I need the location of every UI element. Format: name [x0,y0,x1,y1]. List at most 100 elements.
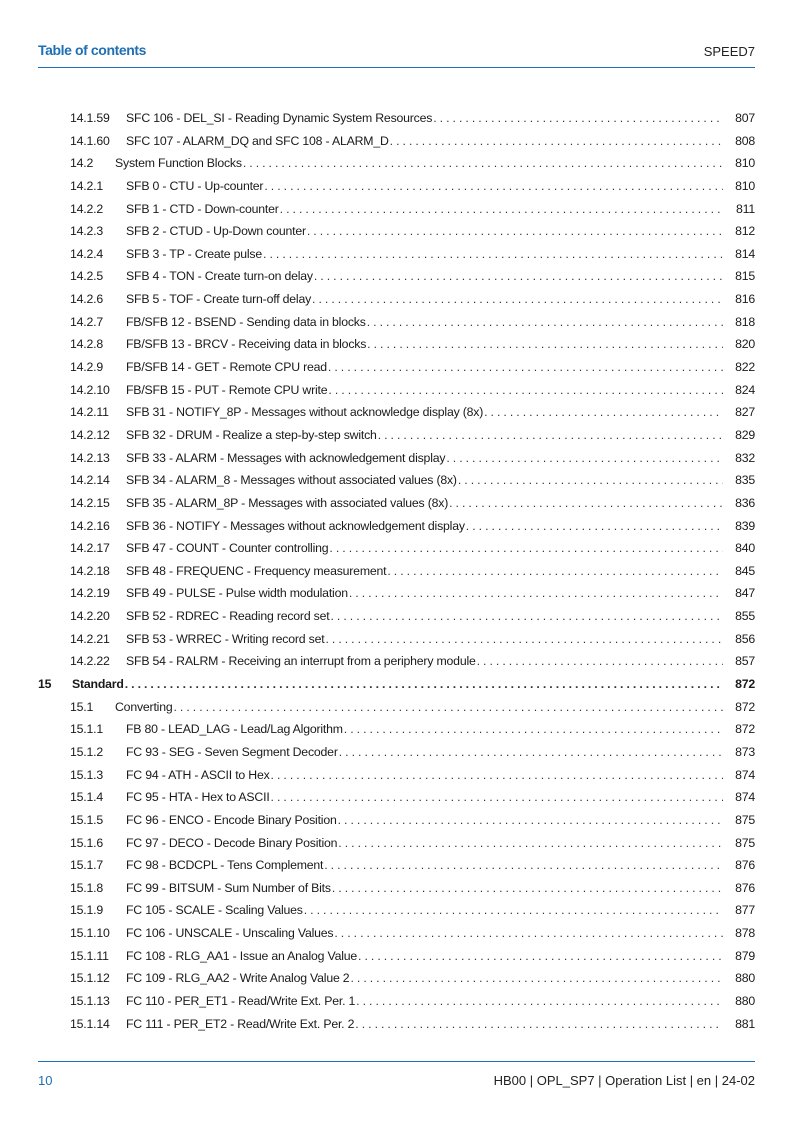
toc-entry[interactable]: 15.1.5 FC 96 - ENCO - Encode Binary Posit… [38,813,755,836]
toc-entry[interactable]: 14.1.59 SFC 106 - DEL_SI - Reading Dynami… [38,111,755,134]
toc-entry-page[interactable]: 845 [735,563,755,578]
toc-entry-title[interactable]: SFB 47 - COUNT - Counter controlling [126,541,329,556]
toc-entry-title[interactable]: SFB 49 - PULSE - Pulse width modulation [126,586,348,601]
toc-entry[interactable]: 14.1.60 SFC 107 - ALARM_DQ and SFC 108 - … [38,134,755,157]
toc-entry-title[interactable]: SFB 0 - CTU - Up-counter [126,178,264,193]
toc-entry[interactable]: 14.2.4 SFB 3 - TP - Create pulse 814 [38,247,755,270]
toc-entry[interactable]: 14.2.16 SFB 36 - NOTIFY - Messages withou… [38,519,755,542]
toc-entry-title[interactable]: SFB 2 - CTUD - Up-Down counter [126,224,306,239]
toc-entry-page[interactable]: 874 [735,790,755,805]
toc-entry[interactable]: 15.1.13 FC 110 - PER_ET1 - Read/Write Ext… [38,994,755,1017]
toc-entry-page[interactable]: 810 [735,178,755,193]
toc-entry[interactable]: 14.2.15 SFB 35 - ALARM_8P - Messages with… [38,496,755,519]
toc-entry-page[interactable]: 875 [735,835,755,850]
toc-entry-title[interactable]: SFB 1 - CTD - Down-counter [126,201,279,216]
toc-entry-title[interactable]: FC 111 - PER_ET2 - Read/Write Ext. Per. … [126,1016,355,1031]
toc-entry-title[interactable]: SFB 36 - NOTIFY - Messages without ackno… [126,518,465,533]
toc-entry[interactable]: 15.1.11 FC 108 - RLG_AA1 - Issue an Analo… [38,949,755,972]
toc-entry[interactable]: 14.2.9 FB/SFB 14 - GET - Remote CPU read 8… [38,360,755,383]
toc-entry-title[interactable]: SFB 32 - DRUM - Realize a step-by-step s… [126,427,377,442]
toc-entry-title[interactable]: FC 110 - PER_ET1 - Read/Write Ext. Per. … [126,993,356,1008]
toc-entry[interactable]: 15.1.3 FC 94 - ATH - ASCII to Hex 874 [38,768,755,791]
toc-entry[interactable]: 14.2.6 SFB 5 - TOF - Create turn-off dela… [38,292,755,315]
toc-entry[interactable]: 15.1.12 FC 109 - RLG_AA2 - Write Analog V… [38,971,755,994]
toc-entry[interactable]: 14.2.12 SFB 32 - DRUM - Realize a step-by… [38,428,755,451]
toc-entry-page[interactable]: 808 [735,133,755,148]
toc-entry-title[interactable]: SFB 31 - NOTIFY_8P - Messages without ac… [126,405,484,420]
toc-entry[interactable]: 14.2.20 SFB 52 - RDREC - Reading record s… [38,609,755,632]
toc-entry-title[interactable]: SFB 53 - WRREC - Writing record set [126,631,325,646]
toc-entry-page[interactable]: 876 [735,858,755,873]
toc-entry-title[interactable]: SFB 54 - RALRM - Receiving an interrupt … [126,654,476,669]
toc-entry-title[interactable]: FC 93 - SEG - Seven Segment Decoder [126,744,338,759]
toc-entry-title[interactable]: FC 97 - DECO - Decode Binary Position [126,835,338,850]
toc-entry[interactable]: 14.2.2 SFB 1 - CTD - Down-counter 811 [38,202,755,225]
toc-entry[interactable]: 14.2.19 SFB 49 - PULSE - Pulse width modu… [38,586,755,609]
toc-entry-title[interactable]: SFB 48 - FREQUENC - Frequency measuremen… [126,563,387,578]
toc-entry-page[interactable]: 818 [735,314,755,329]
toc-entry-page[interactable]: 814 [735,246,755,261]
toc-entry-page[interactable]: 829 [735,427,755,442]
toc-entry-page[interactable]: 872 [735,677,755,692]
toc-entry-page[interactable]: 857 [735,654,755,669]
toc-entry-title[interactable]: FC 99 - BITSUM - Sum Number of Bits [126,880,331,895]
toc-entry[interactable]: 14.2 System Function Blocks 810 [38,156,755,179]
toc-entry[interactable]: 14.2.1 SFB 0 - CTU - Up-counter 810 [38,179,755,202]
toc-entry-page[interactable]: 824 [735,382,755,397]
toc-entry-title[interactable]: Converting [115,699,173,714]
toc-entry[interactable]: 15.1.14 FC 111 - PER_ET2 - Read/Write Ext… [38,1017,755,1040]
toc-entry-page[interactable]: 856 [735,631,755,646]
toc-entry-page[interactable]: 879 [735,948,755,963]
toc-entry[interactable]: 14.2.10 FB/SFB 15 - PUT - Remote CPU writ… [38,383,755,406]
toc-entry-page[interactable]: 827 [735,405,755,420]
toc-entry[interactable]: 14.2.3 SFB 2 - CTUD - Up-Down counter 812 [38,224,755,247]
toc-entry-page[interactable]: 878 [735,926,755,941]
toc-entry[interactable]: 14.2.17 SFB 47 - COUNT - Counter controll… [38,541,755,564]
toc-entry[interactable]: 14.2.14 SFB 34 - ALARM_8 - Messages witho… [38,473,755,496]
toc-entry-title[interactable]: SFB 4 - TON - Create turn-on delay [126,269,313,284]
toc-entry[interactable]: 15.1.1 FB 80 - LEAD_LAG - Lead/Lag Algori… [38,722,755,745]
toc-entry-title[interactable]: SFC 107 - ALARM_DQ and SFC 108 - ALARM_D [126,133,389,148]
toc-entry-title[interactable]: SFC 106 - DEL_SI - Reading Dynamic Syste… [126,111,433,125]
toc-entry-title[interactable]: FC 108 - RLG_AA1 - Issue an Analog Value [126,948,358,963]
toc-entry-title[interactable]: SFB 5 - TOF - Create turn-off delay [126,292,312,307]
toc-entry-title[interactable]: FC 105 - SCALE - Scaling Values [126,903,303,918]
toc-entry-title[interactable]: FC 106 - UNSCALE - Unscaling Values [126,926,334,941]
toc-entry-page[interactable]: 855 [735,609,755,624]
toc-entry-page[interactable]: 847 [735,586,755,601]
toc-entry-page[interactable]: 873 [735,744,755,759]
toc-entry[interactable]: 14.2.18 SFB 48 - FREQUENC - Frequency mea… [38,564,755,587]
toc-entry-page[interactable]: 876 [735,880,755,895]
toc-entry-page[interactable]: 835 [735,473,755,488]
toc-entry-title[interactable]: SFB 3 - TP - Create pulse [126,246,263,261]
toc-entry-page[interactable]: 812 [735,224,755,239]
toc-entry-title[interactable]: SFB 33 - ALARM - Messages with acknowled… [126,450,446,465]
toc-entry[interactable]: 14.2.5 SFB 4 - TON - Create turn-on delay… [38,269,755,292]
toc-entry-title[interactable]: System Function Blocks [115,156,242,171]
toc-entry-page[interactable]: 877 [735,903,755,918]
toc-entry-page[interactable]: 811 [735,201,755,216]
toc-entry[interactable]: 15.1 Converting 872 [38,700,755,723]
toc-entry[interactable]: 15.1.10 FC 106 - UNSCALE - Unscaling Valu… [38,926,755,949]
toc-entry-page[interactable]: 872 [735,699,755,714]
toc-entry-title[interactable]: FB 80 - LEAD_LAG - Lead/Lag Algorithm [126,722,343,737]
toc-entry[interactable]: 15 Standard 872 [38,677,755,700]
toc-entry-title[interactable]: FB/SFB 12 - BSEND - Sending data in bloc… [126,314,366,329]
toc-entry-page[interactable]: 874 [735,767,755,782]
toc-entry[interactable]: 14.2.8 FB/SFB 13 - BRCV - Receiving data … [38,337,755,360]
toc-entry-title[interactable]: FC 98 - BCDCPL - Tens Complement [126,858,324,873]
toc-entry-page[interactable]: 872 [735,722,755,737]
toc-entry-title[interactable]: SFB 34 - ALARM_8 - Messages without asso… [126,473,457,488]
toc-entry-page[interactable]: 816 [735,292,755,307]
toc-entry-page[interactable]: 807 [735,111,755,125]
toc-entry[interactable]: 14.2.22 SFB 54 - RALRM - Receiving an int… [38,654,755,677]
toc-entry-page[interactable]: 881 [735,1016,755,1031]
toc-entry-page[interactable]: 810 [735,156,755,171]
toc-entry-title[interactable]: FB/SFB 14 - GET - Remote CPU read [126,360,327,375]
toc-entry-title[interactable]: FC 109 - RLG_AA2 - Write Analog Value 2 [126,971,350,986]
toc-entry[interactable]: 15.1.2 FC 93 - SEG - Seven Segment Decode… [38,745,755,768]
toc-entry[interactable]: 15.1.9 FC 105 - SCALE - Scaling Values 877 [38,903,755,926]
toc-entry-page[interactable]: 875 [735,812,755,827]
toc-entry-page[interactable]: 880 [735,993,755,1008]
toc-entry-title[interactable]: FB/SFB 15 - PUT - Remote CPU write [126,382,328,397]
